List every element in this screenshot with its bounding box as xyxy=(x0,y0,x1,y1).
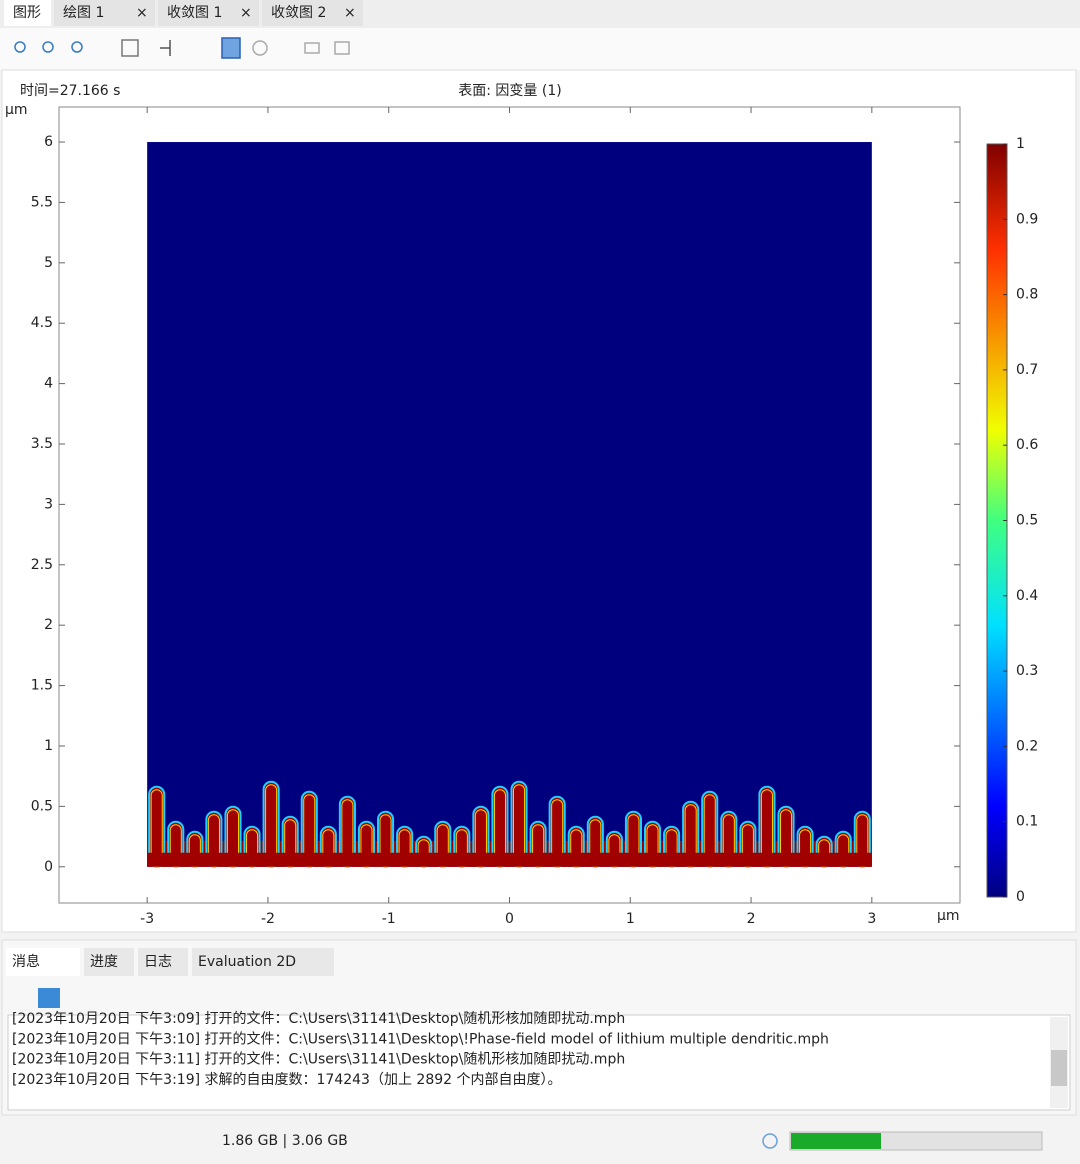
camera-icon[interactable] xyxy=(304,42,320,54)
plot-title: 表面: 因变量 (1) xyxy=(458,83,561,99)
message-line: [2023年10月20日 下午3:11] 打开的文件：C:\Users\3114… xyxy=(12,1051,625,1068)
axes-icon[interactable] xyxy=(160,40,171,56)
rotate-icon[interactable] xyxy=(252,40,268,56)
deposit-bottom xyxy=(147,852,872,867)
x-tick-label: 2 xyxy=(747,911,756,927)
y-tick-label: 1.5 xyxy=(31,678,53,694)
progress-fill xyxy=(791,1133,881,1149)
colorbar-label: 1 xyxy=(1016,136,1025,152)
panel-tab[interactable] xyxy=(84,948,134,976)
tab-close[interactable]: × xyxy=(136,5,148,21)
extents-icon[interactable] xyxy=(121,39,139,57)
x-tick-label: 3 xyxy=(867,911,876,927)
y-tick-label: 3.5 xyxy=(31,436,53,452)
y-tick-label: 0.5 xyxy=(31,798,53,814)
colorbar-label: 0.5 xyxy=(1016,513,1038,529)
message-line: [2023年10月20日 下午3:09] 打开的文件：C:\Users\3114… xyxy=(12,1010,625,1027)
y-tick-label: 0 xyxy=(44,859,53,875)
colorbar-label: 0.7 xyxy=(1016,362,1038,378)
tab-label: 图形 xyxy=(13,5,41,21)
y-tick-label: 1 xyxy=(44,738,53,754)
colorbar-label: 0.8 xyxy=(1016,287,1038,303)
message-box xyxy=(7,1014,1071,1111)
colorbar-label: 0.9 xyxy=(1016,211,1038,227)
y-tick-label: 6 xyxy=(44,134,53,150)
zoom-out-icon[interactable] xyxy=(42,41,54,53)
select-icon[interactable] xyxy=(221,37,241,59)
panel-tab-label: 进度 xyxy=(90,954,118,970)
tab-label: 收敛图 1 xyxy=(167,5,222,21)
colorbar-label: 0.2 xyxy=(1016,738,1038,754)
colorbar-label: 0.6 xyxy=(1016,437,1038,453)
x-tick-label: 1 xyxy=(626,911,635,927)
message-line: [2023年10月20日 下午3:19] 求解的自由度数：174243（加上 2… xyxy=(12,1072,562,1088)
tab-label: 收敛图 2 xyxy=(271,5,326,21)
y-tick-label: 2.5 xyxy=(31,557,53,573)
panel-tab[interactable] xyxy=(6,948,80,976)
y-tick-label: 3 xyxy=(44,496,53,512)
colorbar-label: 0.4 xyxy=(1016,588,1038,604)
panel-tab[interactable] xyxy=(138,948,188,976)
colorbar-label: 0.1 xyxy=(1016,814,1038,830)
y-tick-label: 4 xyxy=(44,376,53,392)
plot-content xyxy=(147,142,872,868)
panel-tab-label: Evaluation 2D xyxy=(198,954,296,970)
zoom-box-icon[interactable] xyxy=(71,41,83,53)
x-tick-label: -1 xyxy=(382,911,396,927)
tab[interactable] xyxy=(262,0,363,26)
y-tick-label: 5 xyxy=(44,255,53,271)
tab[interactable] xyxy=(4,0,51,26)
panel-tab-label: 日志 xyxy=(144,954,172,970)
x-unit: µm xyxy=(937,908,960,924)
tab-label: 绘图 1 xyxy=(63,5,104,21)
tab[interactable] xyxy=(54,0,155,26)
memory-usage: 1.86 GB | 3.06 GB xyxy=(222,1133,348,1149)
print-icon[interactable] xyxy=(334,41,350,55)
cancel-icon[interactable] xyxy=(762,1133,778,1149)
panel-tab-label: 消息 xyxy=(12,953,40,970)
colorbar-label: 0 xyxy=(1016,889,1025,905)
y-tick-label: 2 xyxy=(44,617,53,633)
x-tick-label: -3 xyxy=(140,911,154,927)
scroll-thumb[interactable] xyxy=(1051,1050,1067,1086)
y-unit: µm xyxy=(5,102,28,118)
toolbar xyxy=(0,28,1080,70)
message-line: [2023年10月20日 下午3:10] 打开的文件：C:\Users\3114… xyxy=(12,1030,829,1047)
domain-surface xyxy=(147,142,872,867)
time-label: 时间=27.166 s xyxy=(20,83,120,99)
tab-close[interactable]: × xyxy=(344,5,356,21)
y-tick-label: 4.5 xyxy=(31,315,53,331)
clear-icon[interactable] xyxy=(38,988,60,1008)
colorbar-label: 0.3 xyxy=(1016,663,1038,679)
tab[interactable] xyxy=(158,0,259,26)
x-tick-label: 0 xyxy=(505,911,514,927)
zoom-in-icon[interactable] xyxy=(14,41,26,53)
panel-tab[interactable] xyxy=(192,948,334,976)
y-tick-label: 5.5 xyxy=(31,194,53,210)
x-tick-label: -2 xyxy=(261,911,275,927)
tab-close[interactable]: × xyxy=(240,5,252,21)
